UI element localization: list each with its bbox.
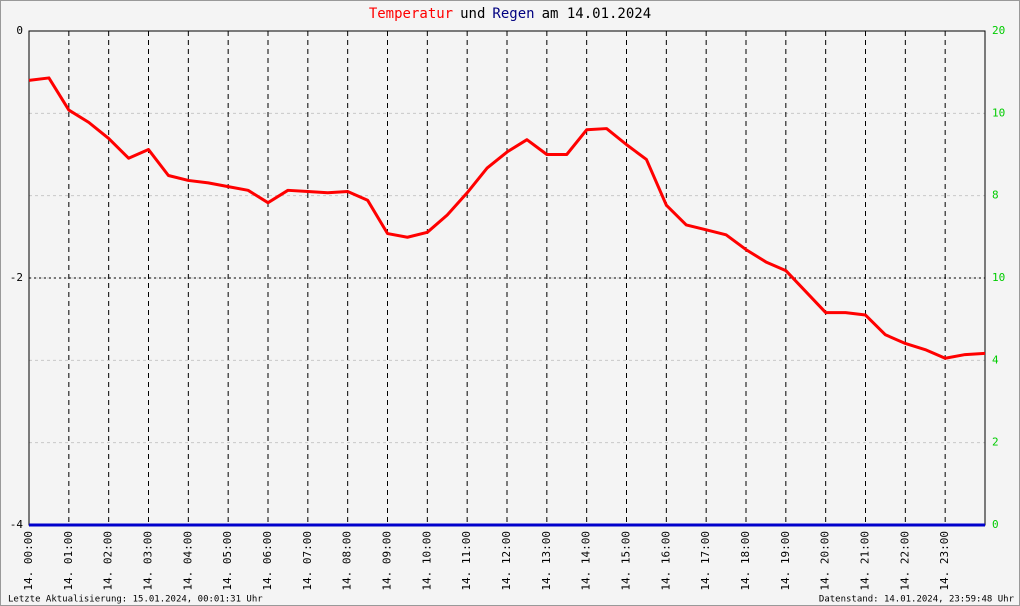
y2-tick-label: 10 (992, 271, 1005, 284)
x-tick-label: 14. 15:00 (620, 531, 633, 591)
x-tick-label: 14. 11:00 (460, 531, 473, 591)
y-tick-label: 0 (16, 24, 23, 37)
y-tick-label: -2 (10, 271, 23, 284)
chart-title: Temperatur und Regen am 14.01.2024 (369, 6, 651, 22)
x-tick-label: 14. 17:00 (699, 531, 712, 591)
x-tick-label: 14. 00:00 (22, 531, 35, 591)
x-tick-label: 14. 08:00 (341, 531, 354, 591)
y2-tick-label: 8 (992, 189, 999, 202)
x-tick-label: 14. 04:00 (181, 531, 194, 591)
title-part: Temperatur (369, 6, 453, 22)
y2-tick-label: 10 (992, 106, 1005, 119)
x-tick-label: 14. 06:00 (261, 531, 274, 591)
footer-left: Letzte Aktualisierung: 15.01.2024, 00:01… (8, 595, 263, 605)
x-tick-label: 14. 14:00 (580, 531, 593, 591)
x-tick-label: 14. 20:00 (819, 531, 832, 591)
x-tick-label: 14. 05:00 (221, 531, 234, 591)
x-tick-label: 14. 07:00 (301, 531, 314, 591)
x-tick-label: 14. 23:00 (938, 531, 951, 591)
series-line (28, 76, 986, 360)
x-tick-label: 14. 22:00 (898, 531, 911, 591)
title-part: und (460, 6, 485, 22)
x-tick-label: 14. 01:00 (62, 531, 75, 591)
x-tick-label: 14. 18:00 (739, 531, 752, 591)
x-tick-label: 14. 09:00 (381, 531, 394, 591)
x-tick-label: 14. 21:00 (859, 531, 872, 591)
y2-tick-label: 4 (992, 353, 999, 366)
y2-tick-label: 2 (992, 436, 999, 449)
title-part: am 14.01.2024 (542, 6, 652, 22)
x-tick-label: 14. 16:00 (659, 531, 672, 591)
x-tick-label: 14. 03:00 (142, 531, 155, 591)
x-tick-label: 14. 19:00 (779, 531, 792, 591)
y2-tick-label: 0 (992, 518, 999, 531)
y-tick-label: -4 (10, 518, 24, 531)
x-tick-label: 14. 13:00 (540, 531, 553, 591)
title-part: Regen (492, 6, 534, 22)
x-tick-label: 14. 12:00 (500, 531, 513, 591)
y2-tick-label: 20 (992, 24, 1005, 37)
footer-right: Datenstand: 14.01.2024, 23:59:48 Uhr (819, 595, 1015, 605)
x-tick-label: 14. 02:00 (102, 531, 115, 591)
x-tick-label: 14. 10:00 (420, 531, 433, 591)
